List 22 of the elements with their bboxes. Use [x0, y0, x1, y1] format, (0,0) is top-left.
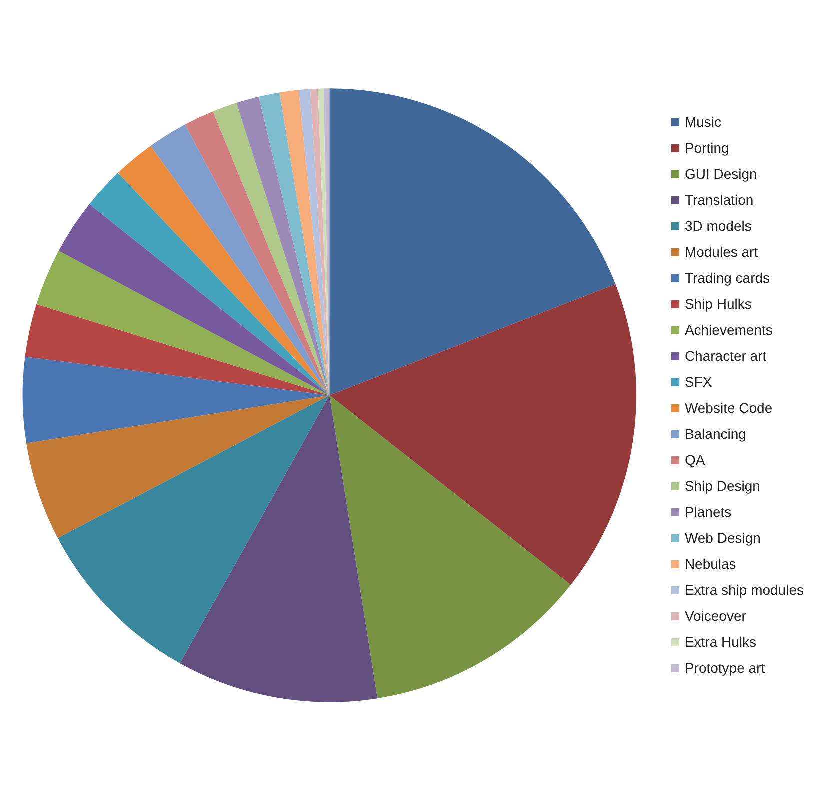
legend-label: Nebulas	[684, 556, 736, 572]
legend-label: Music	[684, 114, 722, 130]
legend-label: Extra ship modules	[684, 582, 804, 598]
legend-label: Porting	[684, 140, 730, 156]
legend-label: Balancing	[684, 426, 746, 442]
legend-label: Character art	[684, 348, 767, 364]
legend-label: Extra Hulks	[684, 634, 757, 650]
legend-label: QA	[684, 452, 706, 468]
legend-label: SFX	[684, 374, 712, 390]
legend-label: Ship Design	[684, 478, 760, 494]
legend-label: Trading cards	[684, 270, 770, 286]
legend-label: Achievements	[684, 322, 773, 338]
legend-label: Web Design	[684, 530, 761, 546]
legend-label: GUI Design	[684, 166, 758, 182]
legend-label: Modules art	[684, 244, 758, 260]
legend-label: Voiceover	[684, 608, 746, 624]
legend-label: 3D models	[684, 218, 752, 234]
legend-label: Ship Hulks	[684, 296, 752, 312]
legend-label: Translation	[684, 192, 754, 208]
legend-label: Planets	[684, 504, 732, 520]
legend-label: Prototype art	[684, 660, 766, 676]
legend-label: Website Code	[684, 400, 773, 416]
